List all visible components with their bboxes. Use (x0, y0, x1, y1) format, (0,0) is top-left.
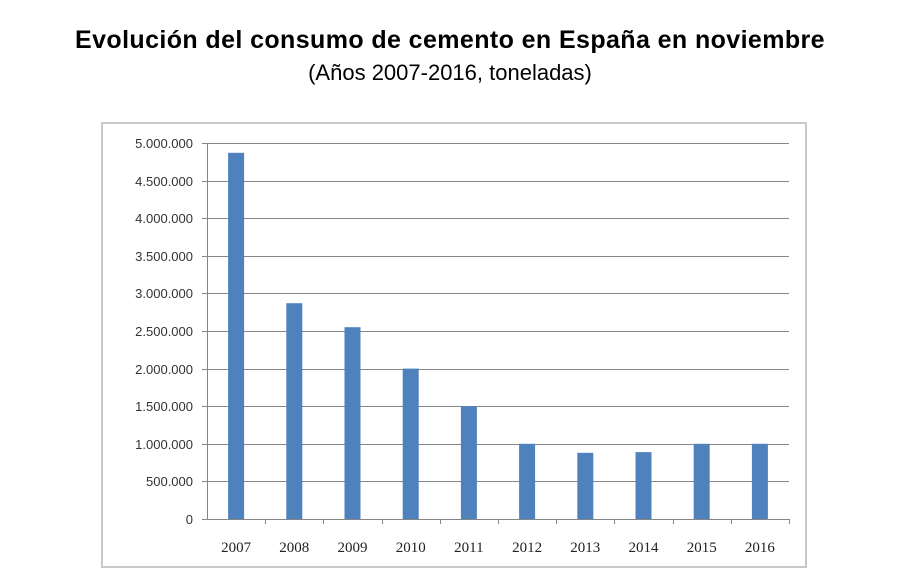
y-tick-label: 500.000 (146, 474, 193, 489)
x-tick-label-2009: 2009 (338, 540, 368, 556)
bar-2010 (402, 368, 419, 519)
bar-2009 (344, 327, 361, 519)
y-tick-label: 2.000.000 (135, 362, 193, 377)
chart-title: Evolución del consumo de cemento en Espa… (75, 26, 825, 54)
x-tick-label-2008: 2008 (279, 540, 309, 556)
bar-2015 (693, 443, 710, 519)
y-tick-label: 4.500.000 (135, 174, 193, 189)
x-tick-labels: 2007 2008 2009 2010 2011 2012 2013 2014 2015 2016 (221, 540, 775, 556)
x-tick-label-2012: 2012 (512, 540, 542, 556)
x-tick-label-2007: 2007 (221, 540, 252, 556)
y-tick-label: 1.500.000 (135, 399, 193, 414)
bar-2008 (286, 303, 303, 519)
x-tick-label-2011: 2011 (454, 540, 483, 556)
x-tick-label-2013: 2013 (570, 540, 600, 556)
chart-frame (101, 122, 807, 568)
y-tick-label: 0 (186, 512, 193, 527)
bar-2016 (751, 443, 768, 519)
bar-2012 (519, 443, 536, 519)
bar-2013 (577, 452, 594, 519)
bars (228, 152, 768, 520)
gridlines (207, 143, 789, 482)
x-tick-label-2010: 2010 (396, 540, 426, 556)
axes (202, 143, 790, 524)
x-tick-label-2016: 2016 (745, 540, 776, 556)
y-tick-label: 1.000.000 (135, 437, 193, 452)
y-tick-label: 5.000.000 (135, 136, 193, 151)
y-tick-labels: 0 500.000 1.000.000 1.500.000 2.000.000 2.500… (135, 136, 193, 527)
y-tick-label: 3.000.000 (135, 286, 193, 301)
bar-2014 (635, 452, 652, 519)
y-tick-label: 2.500.000 (135, 324, 193, 339)
chart-subtitle: (Años 2007-2016, toneladas) (308, 60, 592, 85)
bar-2011 (460, 406, 477, 519)
x-tick-label-2014: 2014 (629, 540, 660, 556)
x-tick-label-2015: 2015 (687, 540, 717, 556)
y-tick-label: 4.000.000 (135, 211, 193, 226)
y-tick-label: 3.500.000 (135, 249, 193, 264)
bar-2007 (228, 152, 245, 520)
